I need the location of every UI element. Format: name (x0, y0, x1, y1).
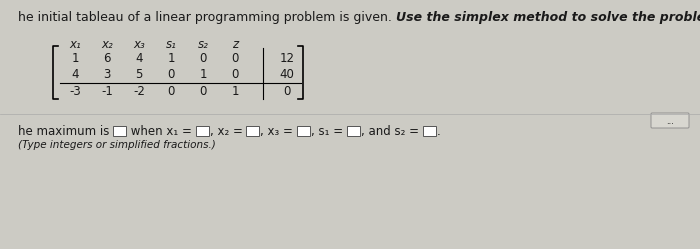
FancyBboxPatch shape (246, 126, 260, 136)
Text: , s₁ =: , s₁ = (311, 124, 347, 137)
Text: 4: 4 (135, 52, 143, 64)
Text: .: . (437, 124, 440, 137)
Text: ...: ... (666, 117, 674, 125)
Text: 6: 6 (104, 52, 111, 64)
Text: 0: 0 (199, 84, 206, 98)
Text: 3: 3 (104, 67, 111, 80)
Text: , and s₂ =: , and s₂ = (361, 124, 423, 137)
Text: x₃: x₃ (133, 38, 145, 51)
Text: when x₁ =: when x₁ = (127, 124, 196, 137)
Text: , x₃ =: , x₃ = (260, 124, 297, 137)
Text: 4: 4 (71, 67, 78, 80)
Text: 0: 0 (167, 84, 175, 98)
Text: s₁: s₁ (166, 38, 176, 51)
Text: 40: 40 (279, 67, 295, 80)
Text: x₂: x₂ (101, 38, 113, 51)
Text: 1: 1 (199, 67, 206, 80)
FancyBboxPatch shape (651, 113, 689, 128)
Text: 0: 0 (199, 52, 206, 64)
Text: 1: 1 (231, 84, 239, 98)
Text: x₁: x₁ (69, 38, 81, 51)
Text: (Type integers or simplified fractions.): (Type integers or simplified fractions.) (18, 140, 216, 150)
Text: 5: 5 (135, 67, 143, 80)
Text: 12: 12 (279, 52, 295, 64)
Text: he maximum is: he maximum is (18, 124, 113, 137)
FancyBboxPatch shape (297, 126, 310, 136)
Text: 1: 1 (167, 52, 175, 64)
Text: s₂: s₂ (197, 38, 209, 51)
FancyBboxPatch shape (423, 126, 435, 136)
Text: -2: -2 (133, 84, 145, 98)
Text: 1: 1 (71, 52, 78, 64)
Text: z: z (232, 38, 238, 51)
Text: 0: 0 (167, 67, 175, 80)
Text: -3: -3 (69, 84, 81, 98)
Text: , x₂ =: , x₂ = (210, 124, 246, 137)
Text: he initial tableau of a linear programming problem is given.: he initial tableau of a linear programmi… (18, 11, 396, 24)
Text: 0: 0 (231, 52, 239, 64)
Text: 0: 0 (284, 84, 290, 98)
Text: Use the simplex method to solve the problem.: Use the simplex method to solve the prob… (396, 11, 700, 24)
FancyBboxPatch shape (113, 126, 126, 136)
FancyBboxPatch shape (347, 126, 360, 136)
Text: -1: -1 (101, 84, 113, 98)
FancyBboxPatch shape (196, 126, 209, 136)
Text: 0: 0 (231, 67, 239, 80)
